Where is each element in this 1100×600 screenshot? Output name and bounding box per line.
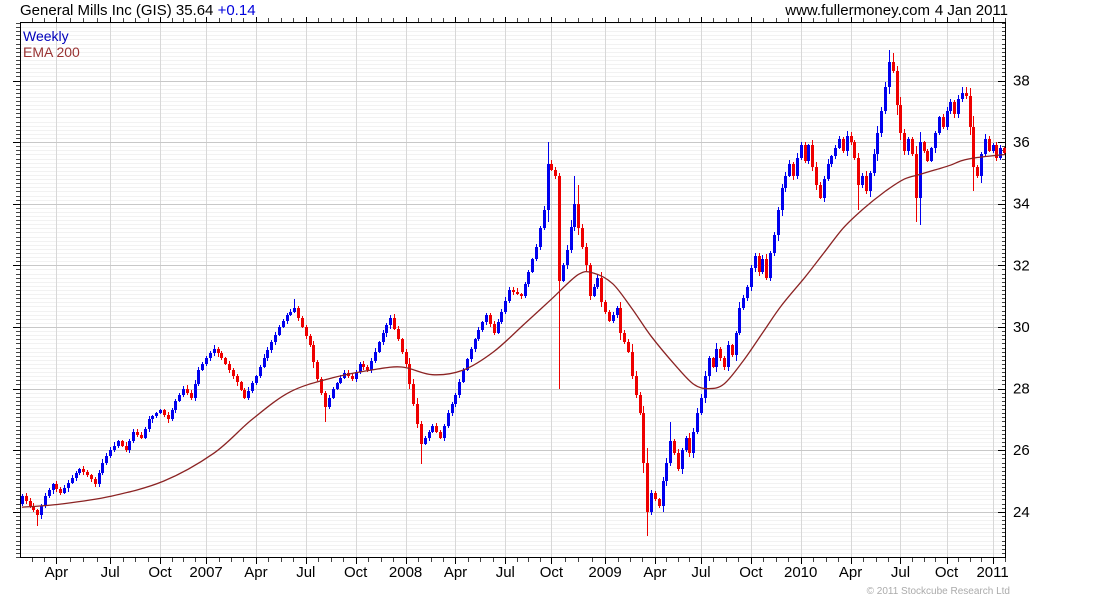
svg-text:Jul: Jul: [891, 564, 910, 581]
svg-text:Oct: Oct: [148, 564, 172, 581]
legend-timeframe: Weekly: [23, 28, 69, 44]
legend-ema200: EMA 200: [23, 44, 80, 60]
svg-text:2011: 2011: [976, 564, 1008, 581]
svg-text:Oct: Oct: [935, 564, 959, 581]
svg-text:36: 36: [1013, 134, 1030, 151]
svg-text:2010: 2010: [784, 564, 817, 581]
svg-text:2009: 2009: [588, 564, 621, 581]
price-change: +0.14: [217, 2, 256, 19]
chart-title-text: General Mills Inc (GIS) 35.64: [20, 2, 218, 19]
svg-text:28: 28: [1013, 381, 1030, 398]
svg-text:32: 32: [1013, 257, 1030, 274]
svg-text:30: 30: [1013, 319, 1030, 336]
chart-title: General Mills Inc (GIS) 35.64 +0.14: [20, 1, 256, 21]
svg-text:Apr: Apr: [839, 564, 862, 581]
svg-text:Apr: Apr: [45, 564, 68, 581]
svg-text:Apr: Apr: [444, 564, 467, 581]
svg-text:24: 24: [1013, 504, 1030, 521]
svg-text:Apr: Apr: [244, 564, 267, 581]
website-label: www.fullermoney.com: [785, 2, 930, 19]
svg-text:34: 34: [1013, 196, 1030, 213]
date-label: 4 Jan 2011: [934, 2, 1008, 19]
svg-text:Oct: Oct: [739, 564, 763, 581]
svg-text:Jul: Jul: [296, 564, 315, 581]
svg-text:38: 38: [1013, 73, 1030, 90]
svg-text:2008: 2008: [389, 564, 422, 581]
svg-text:Jul: Jul: [691, 564, 710, 581]
copyright-notice: © 2011 Stockcube Research Ltd: [866, 586, 1010, 597]
svg-text:Oct: Oct: [540, 564, 564, 581]
svg-text:2007: 2007: [189, 564, 222, 581]
svg-text:Jul: Jul: [496, 564, 515, 581]
svg-text:26: 26: [1013, 442, 1030, 459]
svg-text:Jul: Jul: [101, 564, 120, 581]
svg-text:Oct: Oct: [344, 564, 368, 581]
svg-text:Apr: Apr: [643, 564, 666, 581]
